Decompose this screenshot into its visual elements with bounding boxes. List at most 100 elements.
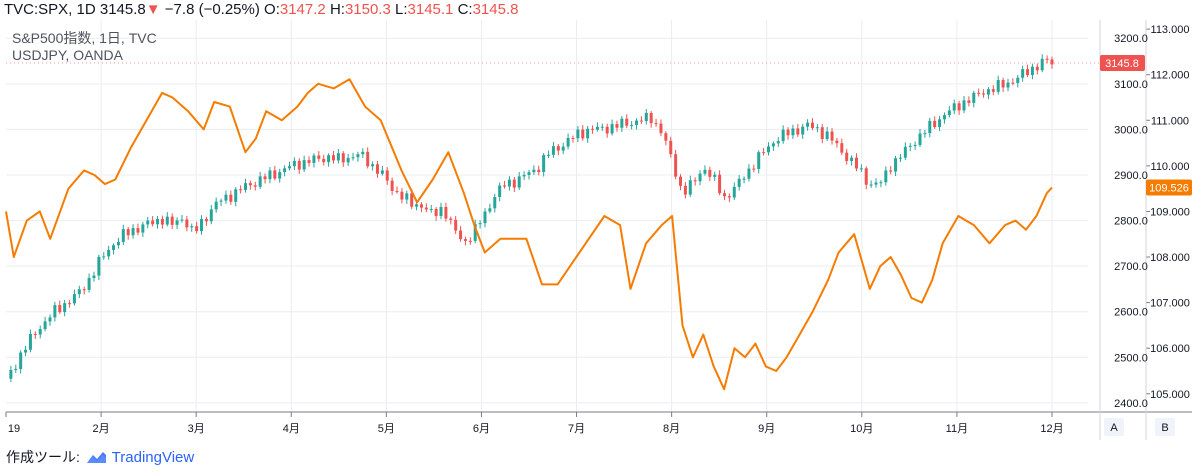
candle-body [727,196,731,198]
candle-body [542,155,546,172]
candle-body [400,191,404,200]
candle-body [1026,69,1030,76]
candle-body [576,129,580,139]
candle-body [424,207,428,210]
candle-body [19,352,23,369]
legend-usdjpy: USDJPY, OANDA [12,47,124,63]
candle-body [547,154,551,156]
spx-last-badge [1100,54,1145,71]
candle-body [771,143,775,147]
candle-body [68,303,72,305]
candle-body [151,220,155,225]
footer-brand[interactable]: TradingView [111,449,195,466]
spx-axis-label: 2900.0 [1114,170,1148,182]
candle-body [170,216,174,225]
candle-body [625,118,629,126]
candle-body [683,185,687,195]
candle-body [527,172,531,175]
candle-body [669,140,673,155]
candle-body [1011,82,1015,84]
candle-body [234,189,238,202]
candle-body [766,146,770,153]
candle-body [815,127,819,129]
usdjpy-line [5,78,1053,391]
spx-axis-label: 2700.0 [1114,261,1148,273]
candle-body [302,160,306,170]
candle-body [327,155,331,163]
candle-body [53,305,57,318]
x-axis-label: 2月 [93,423,110,435]
candle-body [87,278,91,290]
candle-body [903,146,907,158]
candle-body [214,201,218,210]
candle-body [810,122,814,129]
candle-body [698,173,702,182]
candle-body [444,206,448,219]
x-axis-label: 10月 [850,423,873,435]
spx-axis-label: 3100.0 [1114,79,1148,91]
candle-body [493,197,497,209]
candle-body [283,168,287,173]
candle-body [635,120,639,125]
candle-body [718,174,722,194]
candle-body [1006,82,1010,88]
candle-body [361,151,365,155]
candle-body [952,103,956,111]
candle-body [375,164,379,174]
candle-body [483,211,487,224]
spx-axis-label: 2800.0 [1114,216,1148,228]
candle-body [825,131,829,139]
candle-body [1045,58,1049,60]
candle-body [854,157,858,169]
candle-body [429,208,433,210]
candle-body [209,209,213,222]
candle-body [38,329,42,335]
candle-body [1030,66,1034,76]
candle-body [92,275,96,279]
candle-body [454,219,458,231]
candle-body [185,219,189,228]
x-axis-label: 12月 [1040,423,1063,435]
candle-body [884,170,888,183]
open-value: 3147.2 [279,1,326,18]
candle-body [219,200,223,202]
candle-body [77,289,81,295]
candle-body [962,100,966,111]
price-chart[interactable]: 3200.0 3100.0 3000.0 2900.0 2800.0 2700.0 2600… [0,0,1200,445]
candle-body [287,166,291,169]
spx-candles [9,54,1054,383]
scale-a-button[interactable] [1104,418,1124,436]
candle-body [307,160,311,163]
candle-body [561,146,565,151]
candle-body [864,168,868,185]
candle-body [595,126,599,130]
scale-b-button[interactable] [1155,418,1175,436]
candle-body [380,170,384,174]
scale-b-label: B [1161,422,1168,434]
candle-body [434,208,438,217]
candle-body [512,179,516,188]
usdjpy-axis-label: 108.000 [1150,252,1190,264]
candle-body [581,129,585,139]
candle-body [180,219,184,221]
x-axis-label: 4月 [283,423,300,435]
usdjpy-axis-label: 113.000 [1151,24,1190,36]
candle-body [268,170,272,180]
candle-body [248,183,252,186]
tradingview-logo-icon [86,452,106,463]
candle-body [918,133,922,145]
last-price: 3145.8 [99,1,146,18]
candle-body [239,189,243,191]
usdjpy-last-value: 109.526 [1149,182,1189,194]
candle-body [889,170,893,172]
candle-body [786,129,790,136]
usdjpy-axis-label: 111.000 [1151,115,1189,127]
candle-body [850,157,854,161]
candle-body [933,120,937,128]
candle-body [522,174,526,177]
candle-body [957,103,961,111]
candle-body [498,185,502,198]
candle-body [97,256,101,276]
candle-body [126,229,130,236]
footer: 作成ツール: TradingView [6,447,194,467]
